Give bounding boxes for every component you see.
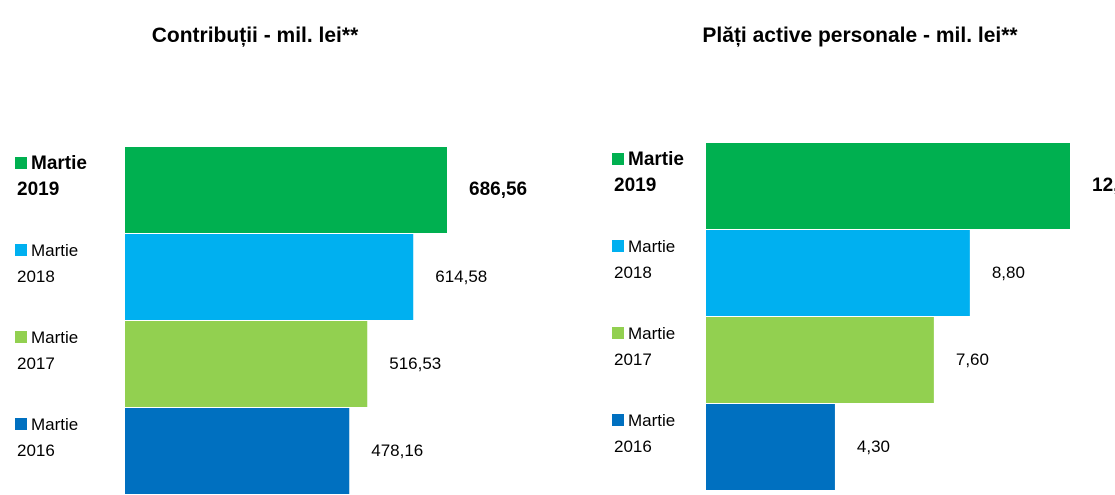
bar [706,143,1070,229]
value-label: 4,30 [857,437,890,456]
legend-swatch [15,418,27,430]
category-label: Martie 2017 [614,324,675,369]
category-label: Martie 2017 [17,328,78,373]
category-label: Martie 2016 [17,415,78,460]
legend-swatch [15,244,27,256]
legend-swatch [15,331,27,343]
category-label: Martie 2016 [614,411,675,456]
category-label: Martie 2019 [17,153,87,200]
bar [706,230,970,316]
legend-swatch [612,327,624,339]
legend-swatch [15,157,27,169]
bar [706,317,934,403]
bar [125,321,368,407]
value-label: 8,80 [992,263,1025,282]
legend-swatch [612,414,624,426]
value-label: 12,14 [1092,175,1115,196]
chart-title: Contribuții - mil. lei** [152,24,359,47]
category-label: Martie 2018 [614,237,675,282]
bar [125,147,447,233]
bar [706,404,835,490]
value-label: 478,16 [371,441,423,460]
chart-title: Plăți active personale - mil. lei** [702,24,1018,47]
value-label: 516,53 [389,354,441,373]
category-label: Martie 2019 [614,149,684,196]
value-label: 686,56 [469,179,527,200]
legend-swatch [612,240,624,252]
legend-swatch [612,153,624,165]
category-label: Martie 2018 [17,241,78,286]
bar [125,408,350,494]
bar [125,234,414,320]
value-label: 614,58 [435,267,487,286]
value-label: 7,60 [956,350,989,369]
